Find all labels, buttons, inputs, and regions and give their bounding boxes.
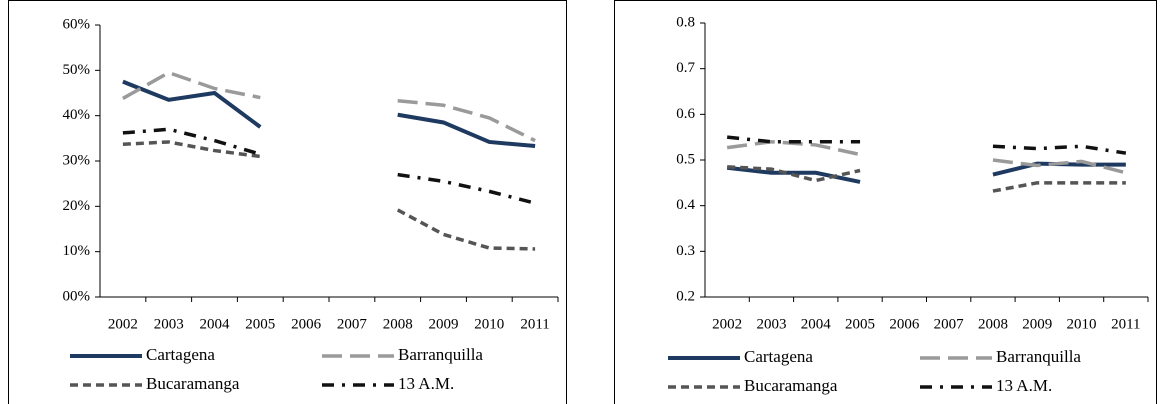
legend-label: Cartagena — [146, 345, 215, 364]
y-tick-label: 0.2 — [676, 288, 695, 304]
y-tick-label: 00% — [63, 288, 91, 304]
legend-label: Bucaramanga — [744, 376, 838, 395]
y-tick-label: 30% — [63, 152, 91, 168]
legend-label: Bucaramanga — [146, 374, 240, 393]
y-tick-label: 10% — [63, 243, 91, 259]
series-line — [122, 79, 536, 149]
x-tick-label: 2010 — [474, 316, 504, 332]
y-tick-label: 60% — [63, 16, 91, 32]
series-line — [122, 70, 536, 143]
x-tick-label: 2007 — [934, 316, 965, 332]
legend-label: 13 A.M. — [996, 376, 1052, 395]
x-tick-label: 2009 — [429, 316, 459, 332]
x-tick-label: 2004 — [801, 316, 832, 332]
series-line — [726, 135, 1127, 155]
series-line — [122, 127, 536, 205]
x-tick-label: 2010 — [1067, 316, 1097, 332]
x-tick-label: 2003 — [154, 316, 184, 332]
y-tick-label: 20% — [63, 198, 91, 214]
x-tick-label: 2007 — [337, 316, 368, 332]
x-tick-label: 2004 — [200, 316, 231, 332]
y-tick-label: 0.6 — [676, 106, 695, 122]
x-tick-label: 2002 — [712, 316, 742, 332]
y-tick-label: 0.3 — [676, 243, 695, 259]
x-tick-label: 2011 — [1111, 316, 1140, 332]
x-tick-label: 2005 — [845, 316, 875, 332]
legend-label: 13 A.M. — [398, 374, 454, 393]
legend-label: Barranquilla — [996, 347, 1081, 366]
y-tick-label: 0.5 — [676, 151, 695, 167]
x-tick-label: 2008 — [383, 316, 413, 332]
series-line — [122, 140, 536, 251]
legend-label: Cartagena — [744, 347, 813, 366]
x-tick-label: 2002 — [108, 316, 138, 332]
panel-frame — [8, 0, 567, 404]
legend-label: Barranquilla — [398, 345, 483, 364]
x-tick-label: 2008 — [978, 316, 1008, 332]
panel-frame — [614, 0, 1157, 404]
series-line — [726, 161, 1126, 184]
series-line — [727, 165, 1126, 193]
x-tick-label: 2003 — [756, 316, 786, 332]
y-tick-label: 0.8 — [676, 14, 695, 30]
y-tick-label: 40% — [63, 107, 91, 123]
y-tick-label: 0.4 — [676, 197, 695, 213]
y-tick-label: 0.7 — [676, 60, 695, 76]
x-tick-label: 2011 — [520, 316, 549, 332]
x-tick-label: 2009 — [1022, 316, 1052, 332]
x-tick-label: 2005 — [245, 316, 275, 332]
x-tick-label: 2006 — [291, 316, 322, 332]
x-tick-label: 2006 — [889, 316, 920, 332]
y-tick-label: 50% — [63, 62, 91, 78]
